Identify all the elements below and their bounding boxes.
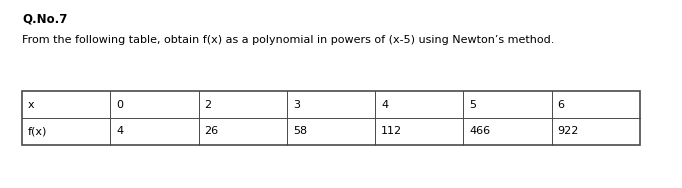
Text: 4: 4 xyxy=(117,127,123,136)
Text: 3: 3 xyxy=(293,99,300,109)
Text: 26: 26 xyxy=(205,127,219,136)
Text: Q.No.7: Q.No.7 xyxy=(22,13,68,26)
Text: 112: 112 xyxy=(381,127,402,136)
Text: 922: 922 xyxy=(558,127,579,136)
Text: 6: 6 xyxy=(558,99,565,109)
Text: 2: 2 xyxy=(205,99,211,109)
Text: 4: 4 xyxy=(381,99,388,109)
Text: 0: 0 xyxy=(117,99,123,109)
Text: From the following table, obtain f(x) as a polynomial in powers of (x-5) using N: From the following table, obtain f(x) as… xyxy=(22,35,554,45)
Text: 5: 5 xyxy=(469,99,477,109)
Text: f(x): f(x) xyxy=(28,127,47,136)
Text: x: x xyxy=(28,99,35,109)
Text: 58: 58 xyxy=(293,127,307,136)
Bar xyxy=(22,91,640,145)
Text: 466: 466 xyxy=(469,127,490,136)
